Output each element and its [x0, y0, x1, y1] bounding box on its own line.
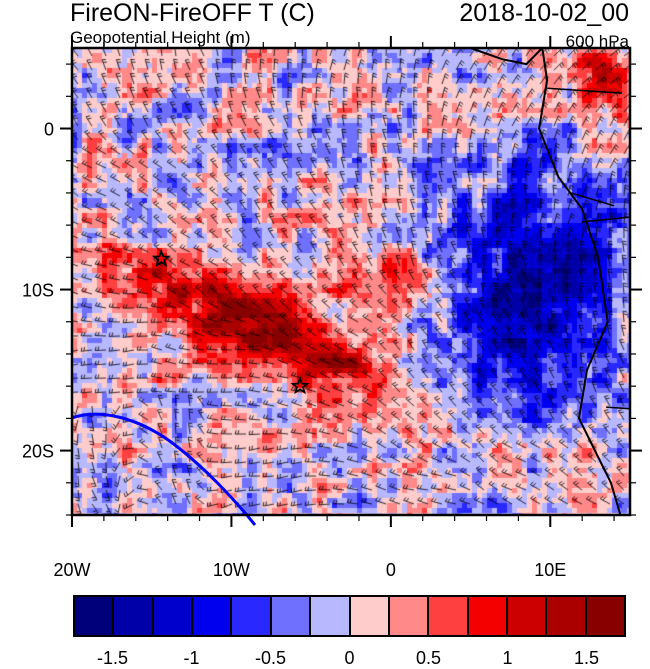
- plot-date: 2018-10-02_00: [459, 0, 629, 27]
- colorbar-label: 1: [502, 648, 513, 668]
- colorbar-swatch: [193, 597, 231, 635]
- coastline: [538, 47, 622, 516]
- x-tick-label: 10E: [534, 560, 566, 580]
- colorbar-swatch: [232, 597, 270, 635]
- colorbar-swatch: [389, 597, 428, 635]
- colorbar-swatch: [271, 597, 310, 635]
- star-marker: [151, 249, 171, 268]
- colorbar-swatch: [547, 597, 585, 635]
- colorbar-swatch: [429, 597, 467, 635]
- colorbar-label: -1.5: [96, 648, 129, 668]
- colorbar-label: 1.5: [573, 648, 600, 668]
- colorbar-swatch: [75, 597, 113, 635]
- colorbar-swatch: [507, 597, 546, 635]
- colorbar-swatch: [114, 597, 152, 635]
- y-tick-label: 0: [44, 120, 54, 140]
- colorbar-label: -1: [183, 648, 200, 668]
- country-borders: [547, 87, 631, 410]
- colorbar-swatch: [586, 597, 625, 635]
- y-tick-label: 10S: [22, 281, 54, 301]
- map-frame: 20W 10W 0 10E 0 10S 20S: [22, 36, 642, 580]
- x-tick-label: 10W: [213, 560, 250, 580]
- geopotential-height-contour: [71, 412, 257, 526]
- colorbar-swatch: [468, 597, 506, 635]
- plot-subtitle: Geopotential Height (m): [70, 28, 251, 47]
- colorbar-label: -0.5: [254, 648, 287, 668]
- plot-title: FireON-FireOFF T (C): [70, 0, 315, 27]
- coastline-gulf-of-guinea: [470, 47, 544, 66]
- colorbar-swatch: [153, 597, 192, 635]
- colorbar-label: 0: [344, 648, 355, 668]
- colorbar-swatch: [350, 597, 388, 635]
- colorbar-swatch: [311, 597, 349, 635]
- colorbar: [73, 595, 626, 637]
- y-tick-label: 20S: [22, 442, 54, 462]
- x-tick-label: 20W: [53, 560, 90, 580]
- map-border: [70, 46, 632, 517]
- star-marker: [290, 376, 310, 395]
- colorbar-label: 0.5: [415, 648, 442, 668]
- pressure-level: 600 hPa: [565, 32, 629, 51]
- x-tick-label: 0: [386, 560, 396, 580]
